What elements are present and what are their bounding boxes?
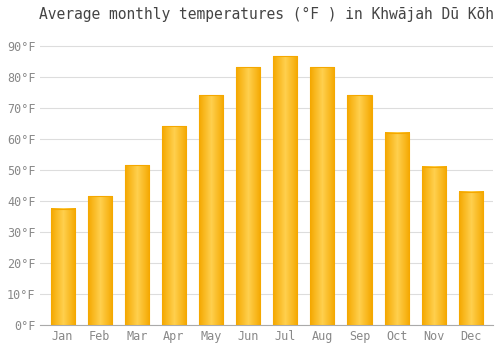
- Bar: [310, 67, 334, 325]
- Bar: [273, 56, 297, 325]
- Bar: [50, 209, 74, 325]
- Bar: [124, 165, 149, 325]
- Title: Average monthly temperatures (°F ) in Khwājah Dū Kōh: Average monthly temperatures (°F ) in Kh…: [39, 7, 494, 22]
- Bar: [348, 95, 372, 325]
- Bar: [236, 67, 260, 325]
- Bar: [384, 133, 408, 325]
- Bar: [162, 126, 186, 325]
- Bar: [88, 196, 112, 325]
- Bar: [458, 191, 483, 325]
- Bar: [422, 167, 446, 325]
- Bar: [199, 95, 223, 325]
